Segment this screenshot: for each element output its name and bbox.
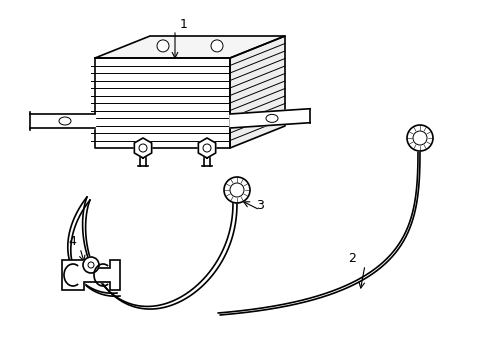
Text: 4: 4	[68, 234, 76, 248]
Circle shape	[88, 262, 94, 268]
Circle shape	[139, 144, 147, 152]
Circle shape	[203, 144, 210, 152]
Circle shape	[412, 131, 426, 145]
Polygon shape	[62, 260, 120, 290]
Circle shape	[229, 183, 244, 197]
Circle shape	[210, 40, 223, 52]
Text: 2: 2	[347, 252, 355, 265]
Ellipse shape	[59, 117, 71, 125]
Ellipse shape	[265, 114, 278, 122]
Polygon shape	[198, 138, 215, 158]
Text: 1: 1	[180, 18, 187, 31]
Polygon shape	[95, 36, 285, 58]
Polygon shape	[30, 114, 95, 128]
Polygon shape	[229, 109, 309, 128]
Circle shape	[406, 125, 432, 151]
Text: 3: 3	[256, 198, 264, 212]
Polygon shape	[134, 138, 151, 158]
Circle shape	[157, 40, 169, 52]
Circle shape	[83, 257, 99, 273]
Circle shape	[224, 177, 249, 203]
Polygon shape	[95, 58, 229, 148]
Polygon shape	[229, 36, 285, 148]
